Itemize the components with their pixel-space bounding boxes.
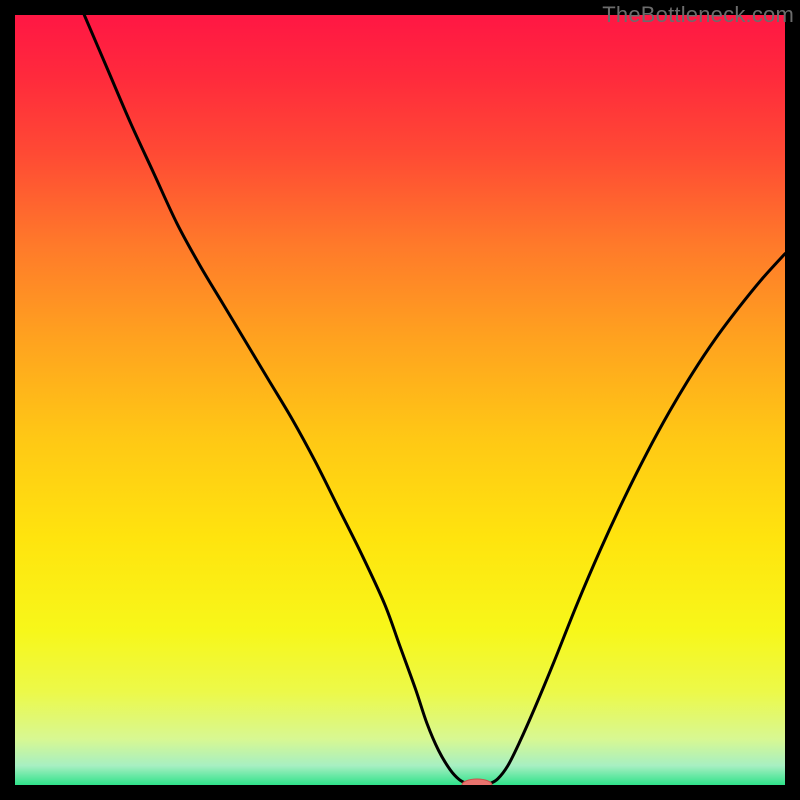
chart-plot-background bbox=[15, 15, 785, 785]
chart-container: TheBottleneck.com bbox=[0, 0, 800, 800]
bottleneck-curve-chart bbox=[0, 0, 800, 800]
watermark-text: TheBottleneck.com bbox=[602, 2, 794, 28]
